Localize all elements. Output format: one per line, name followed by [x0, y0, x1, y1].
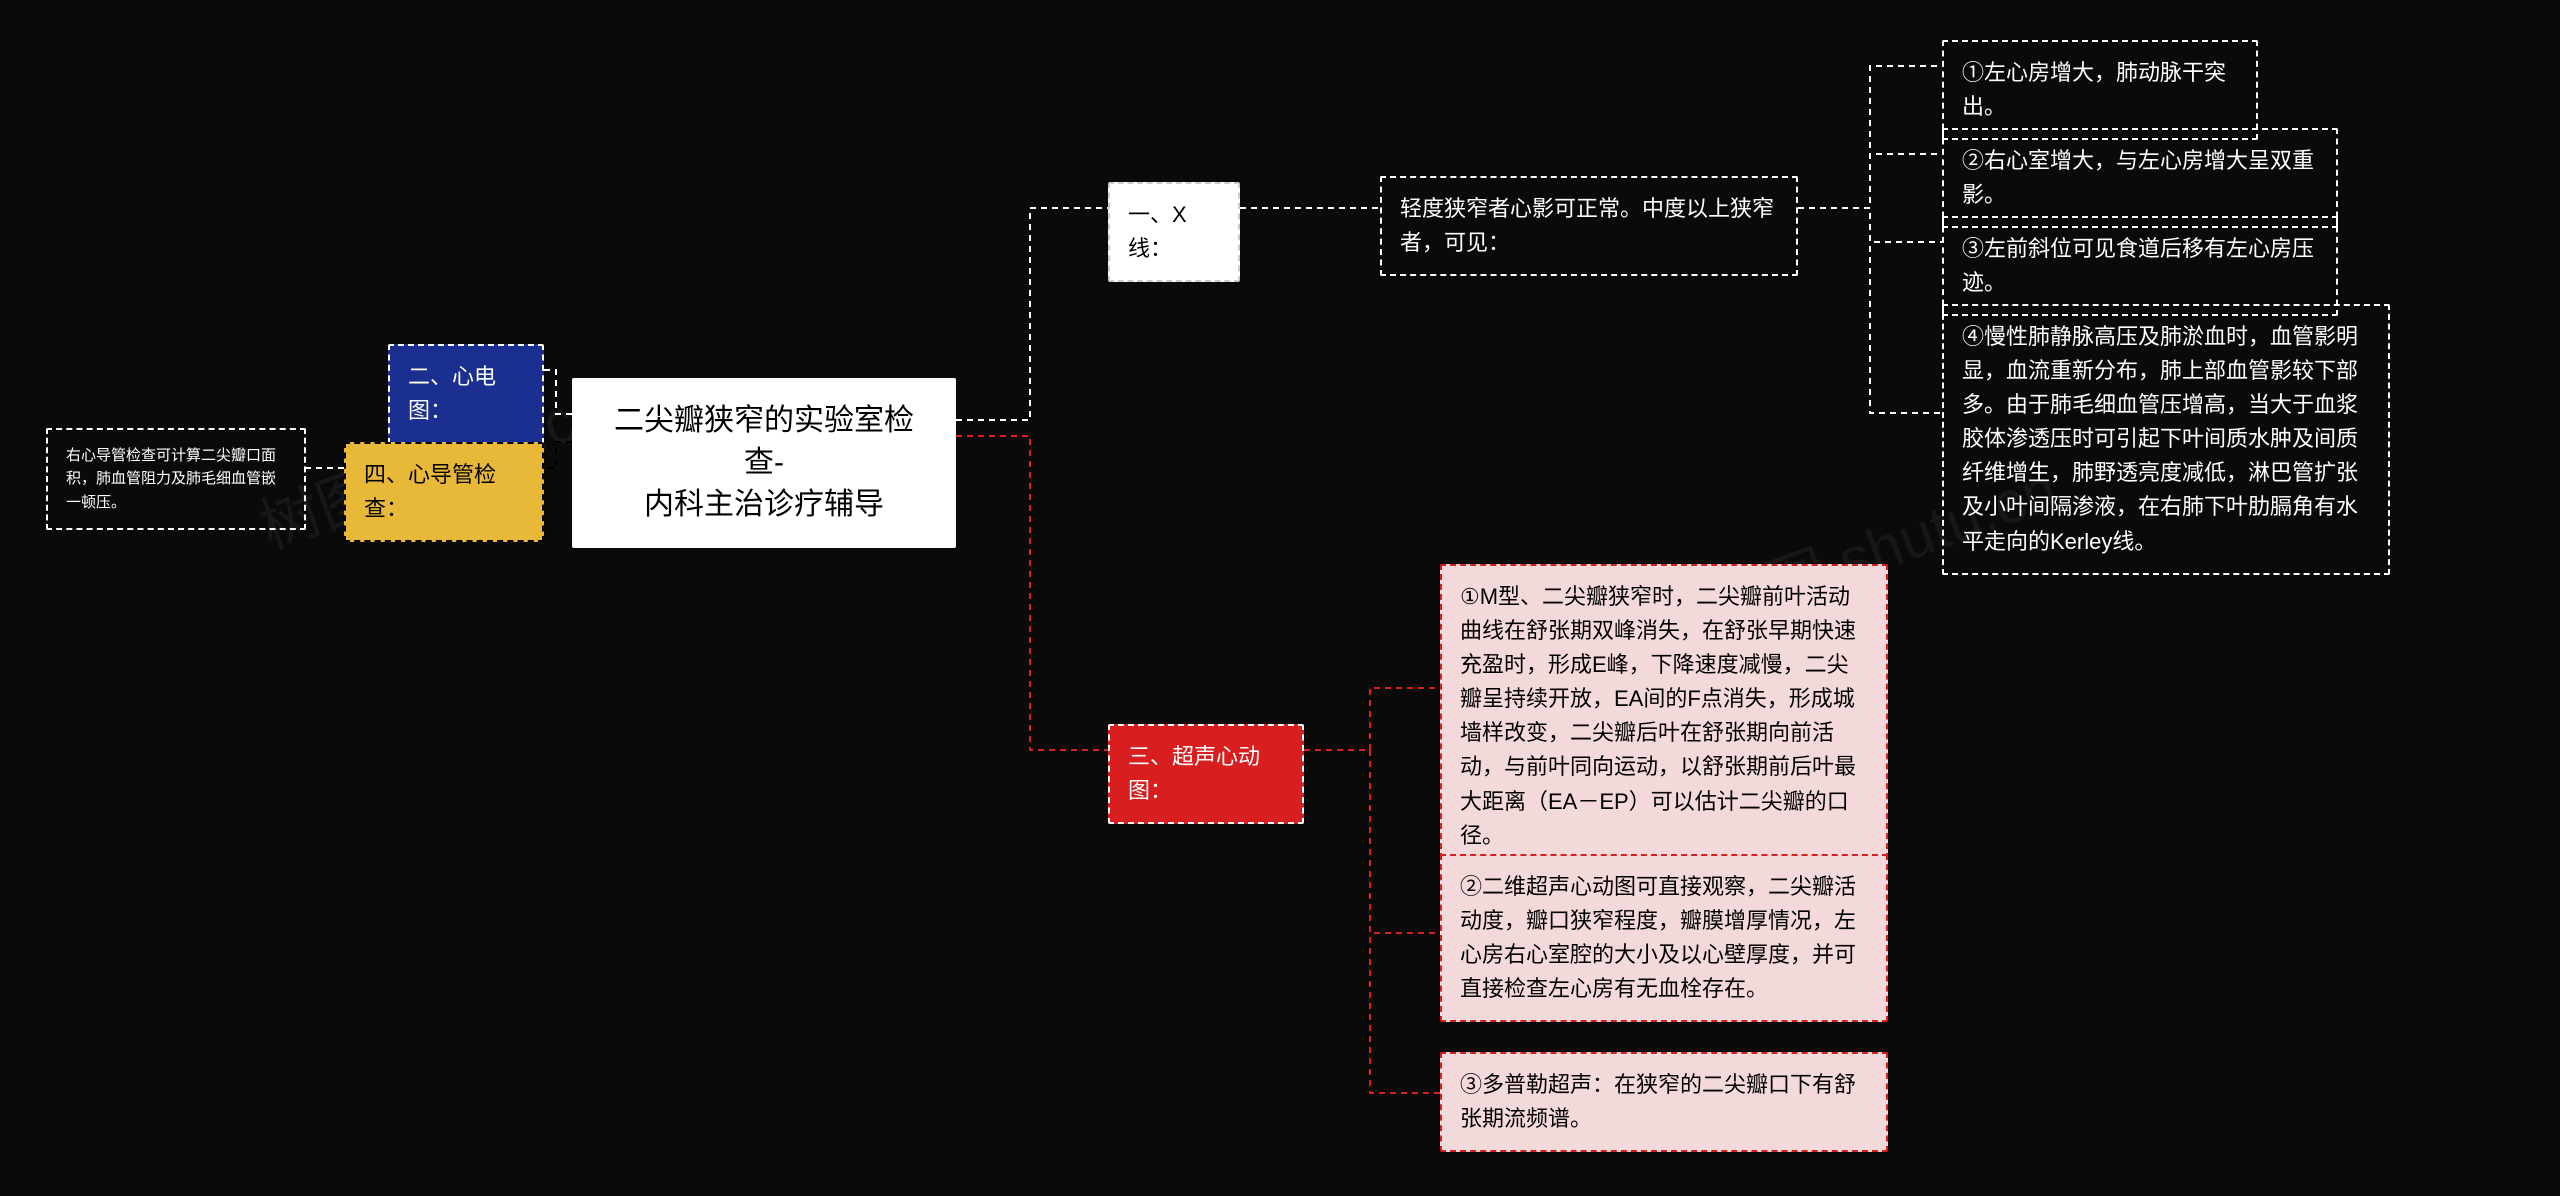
node-echo: 三、超声心动图：	[1108, 724, 1304, 824]
node-xray-desc: 轻度狭窄者心影可正常。中度以上狭窄者，可见：	[1380, 176, 1798, 276]
node-catheter-desc: 右心导管检查可计算二尖瓣口面积，肺血管阻力及肺毛细血管嵌一顿压。	[46, 428, 306, 530]
node-echo-item-3: ③多普勒超声：在狭窄的二尖瓣口下有舒张期流频谱。	[1440, 1052, 1888, 1152]
node-echo-item-1: ①M型、二尖瓣狭窄时，二尖瓣前叶活动曲线在舒张期双峰消失，在舒张早期快速充盈时，…	[1440, 564, 1888, 869]
center-node: 二尖瓣狭窄的实验室检查- 内科主治诊疗辅导	[572, 378, 956, 548]
node-xray-item-4: ④慢性肺静脉高压及肺淤血时，血管影明显，血流重新分布，肺上部血管影较下部多。由于…	[1942, 304, 2390, 575]
node-echo-item-2: ②二维超声心动图可直接观察，二尖瓣活动度，瓣口狭窄程度，瓣膜增厚情况，左心房右心…	[1440, 854, 1888, 1022]
node-xray: 一、X线：	[1108, 182, 1240, 282]
node-xray-item-3: ③左前斜位可见食道后移有左心房压迹。	[1942, 216, 2338, 316]
node-catheter: 四、心导管检查：	[344, 442, 544, 542]
node-xray-item-1: ①左心房增大，肺动脉干突出。	[1942, 40, 2258, 140]
node-xray-item-2: ②右心室增大，与左心房增大呈双重影。	[1942, 128, 2338, 228]
node-ecg: 二、心电图：	[388, 344, 544, 444]
